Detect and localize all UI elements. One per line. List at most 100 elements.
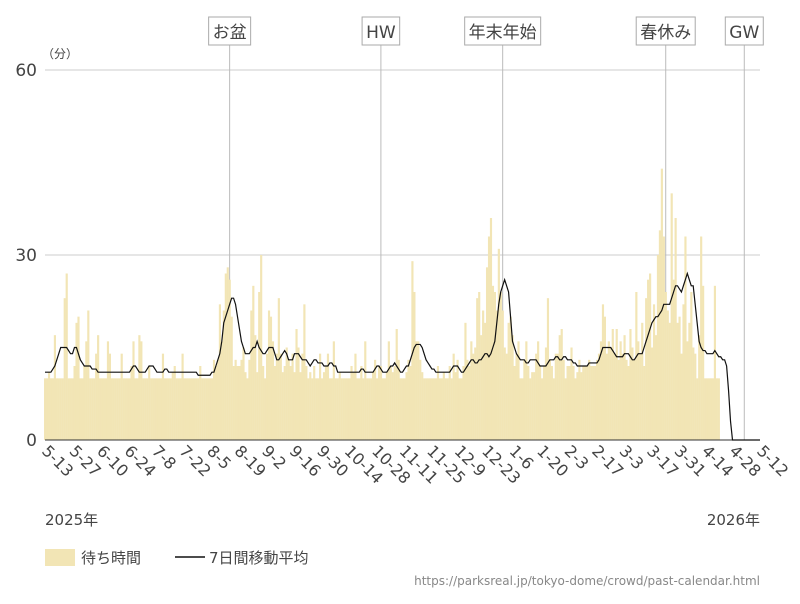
bar (240, 359, 243, 440)
bar (269, 316, 273, 440)
bar (430, 378, 434, 440)
x-tick-label: 3-17 (643, 441, 682, 480)
bar (354, 353, 357, 440)
y-unit: （分） (42, 47, 78, 61)
bar (446, 378, 449, 440)
bar (214, 366, 218, 440)
bar (205, 378, 208, 440)
bar (307, 378, 310, 440)
bar (505, 353, 508, 440)
bar (106, 341, 110, 440)
bar (627, 366, 630, 440)
bar (482, 310, 485, 440)
bar (319, 353, 322, 440)
bar (635, 292, 638, 440)
bar (440, 378, 443, 440)
bar (340, 378, 343, 440)
x-tick-label: 7-22 (176, 441, 215, 480)
bar (87, 310, 90, 440)
bar (366, 378, 369, 440)
bar (177, 378, 180, 440)
annotation-box (208, 16, 252, 46)
bar (464, 322, 467, 440)
bar (383, 378, 387, 440)
bar (639, 353, 642, 440)
bar (47, 372, 51, 440)
bar (489, 218, 493, 440)
bar (271, 341, 275, 440)
bar (405, 372, 408, 440)
y-tick-label: 0 (26, 431, 37, 451)
y-tick-label: 30 (15, 246, 37, 266)
bar (680, 353, 683, 440)
bar (279, 353, 282, 440)
bar (670, 193, 673, 440)
bar (566, 366, 569, 440)
bar (89, 378, 92, 440)
bar (597, 353, 601, 440)
bar (297, 347, 300, 440)
bar (649, 273, 652, 440)
bar (444, 378, 447, 440)
bar (99, 378, 102, 440)
bar (301, 353, 304, 440)
bar (592, 366, 595, 440)
bar (112, 378, 115, 440)
bar (629, 329, 632, 440)
bar (385, 372, 388, 440)
year-label: 2025年 (45, 511, 98, 529)
bar (613, 353, 616, 440)
bar (611, 329, 614, 440)
bar (654, 335, 658, 440)
bar (540, 378, 544, 440)
bar (275, 353, 278, 440)
bar (717, 378, 720, 440)
bar (425, 378, 428, 440)
bar (61, 378, 64, 440)
bar (507, 322, 510, 440)
bar (315, 378, 318, 440)
bar (287, 359, 290, 440)
bar (95, 353, 98, 440)
bar (360, 366, 363, 440)
bar (576, 372, 579, 440)
bar (179, 378, 182, 440)
bar (55, 378, 58, 440)
bar (554, 353, 557, 440)
bar (63, 298, 66, 440)
bar (328, 378, 332, 440)
bar (83, 366, 86, 440)
bar (220, 341, 223, 440)
bar (668, 322, 671, 440)
bar (100, 378, 104, 440)
bar (560, 329, 563, 440)
bar (334, 378, 337, 440)
bar (283, 366, 286, 440)
bar (187, 378, 190, 440)
bar (191, 378, 194, 440)
bar (537, 341, 540, 440)
bar (163, 378, 167, 440)
bar (154, 378, 157, 440)
bar (372, 372, 375, 440)
year-label: 2026年 (707, 511, 760, 529)
bar (368, 378, 371, 440)
bar (295, 329, 298, 440)
bar (511, 335, 514, 440)
bar (480, 335, 483, 440)
bar (311, 378, 314, 440)
bar (161, 353, 165, 440)
bar (692, 347, 695, 440)
bar (79, 378, 82, 440)
bar (427, 378, 430, 440)
bar (656, 255, 660, 440)
bar (324, 366, 328, 440)
bar (185, 378, 188, 440)
bar (637, 341, 640, 440)
legend-swatch (45, 549, 75, 566)
bar (546, 298, 550, 440)
bar (660, 168, 663, 440)
bar (713, 285, 717, 440)
bar (432, 378, 436, 440)
bar (267, 310, 271, 440)
